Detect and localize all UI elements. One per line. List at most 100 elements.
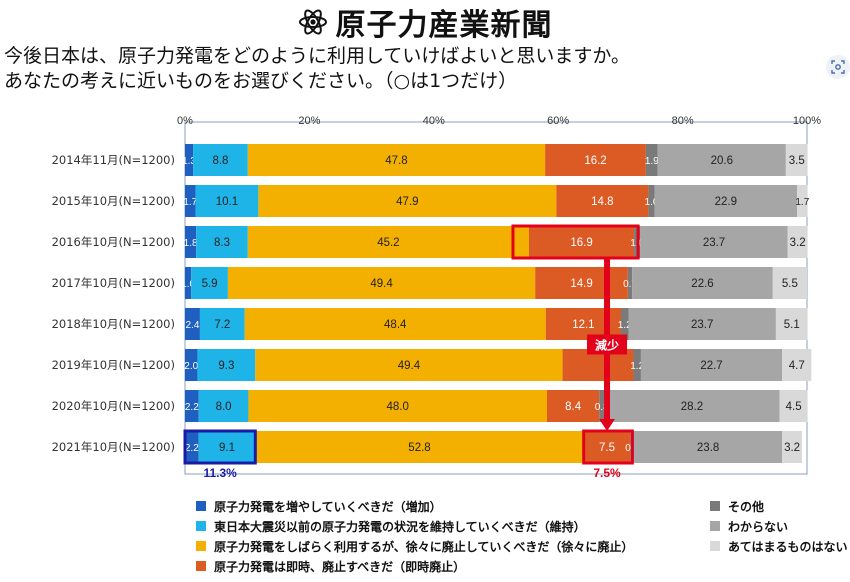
category-label: 2014年11月(N=1200): [52, 153, 175, 167]
data-label: 1.0: [645, 197, 659, 208]
data-label: 23.7: [703, 237, 725, 249]
x-tick-label: 0%: [177, 115, 193, 127]
bar-segment-other: [627, 267, 633, 299]
bar-segment-increase: [185, 185, 196, 217]
data-label: 16.9: [570, 237, 592, 249]
data-label: 48.0: [387, 401, 409, 413]
data-label: 12.1: [572, 319, 594, 331]
bar-segment-immediate: [535, 267, 628, 299]
data-label: 5.5: [782, 278, 798, 290]
lens-button[interactable]: [826, 55, 850, 79]
legend-label: わからない: [728, 519, 789, 534]
bar-segment-increase: [185, 226, 197, 258]
data-label: 28.2: [681, 401, 703, 413]
bar-segment-other: [621, 308, 629, 340]
question-text: 今後日本は、原子力発電をどのように利用していけばよいと思いますか。 あなたの考え…: [4, 44, 804, 94]
data-label: 2.2: [185, 443, 199, 454]
bar-segment-unknown: [640, 349, 783, 381]
data-label: 5.9: [202, 278, 218, 290]
decrease-arrow-head: [599, 419, 616, 431]
data-label: 16.2: [584, 155, 606, 167]
category-label: 2020年10月(N=1200): [52, 399, 175, 413]
stacked-bar-chart: 0% 20% 40% 60% 80% 100% 2014年11月(N=1200) 1.3 8.8…: [52, 115, 822, 478]
bar-segment-maintain: [199, 308, 245, 340]
legend-item-none: あてはまるものはない: [710, 536, 848, 556]
legend-label: 東日本大震災以前の原子力発電の状況を維持していくべきだ（維持）: [214, 519, 586, 534]
data-label: 1.2: [630, 361, 644, 372]
bar-segment-gradual: [255, 349, 563, 381]
data-label: 23.8: [697, 442, 719, 454]
question-line-1: 今後日本は、原子力発電をどのように利用していけばよいと思いますか。: [4, 45, 631, 67]
data-label: 7.2: [214, 319, 230, 331]
legend-label: 原子力発電をしばらく利用するが、徐々に廃止していくべきだ（徐々に廃止）: [214, 539, 634, 554]
bar-segment-gradual: [255, 431, 584, 463]
bar-segment-unknown: [632, 267, 773, 299]
legend-label: あてはまるものはない: [728, 539, 848, 554]
bar-segment-gradual: [258, 185, 557, 217]
bar-segment-gradual: [244, 308, 546, 340]
bar-segment-none: [787, 226, 808, 258]
bar-segment-gradual: [248, 390, 548, 422]
data-label: 47.8: [385, 155, 407, 167]
data-label: 2.2: [185, 402, 199, 413]
legend-swatch: [710, 521, 720, 531]
bar-segment-maintain: [195, 185, 259, 217]
x-tick-label: 60%: [547, 115, 569, 127]
data-label: 5.1: [784, 319, 800, 331]
lens-scan-icon: [831, 60, 845, 74]
sum-increase-maintain-label: 11.3%: [203, 466, 237, 478]
bar-segment-other: [645, 144, 658, 176]
bar-segment-gradual: [247, 226, 529, 258]
bar-segment-immediate: [547, 390, 600, 422]
bar-segment-immediate: [583, 431, 631, 463]
bar-segment-unknown: [634, 431, 783, 463]
data-label: 1.2: [618, 320, 632, 331]
data-label: 3.2: [790, 237, 806, 249]
x-tick-label: 20%: [298, 115, 320, 127]
data-label: 52.8: [408, 442, 430, 454]
data-label: 22.7: [700, 360, 722, 372]
bar-segment-none: [779, 390, 808, 422]
bar-segment-gradual: [227, 267, 536, 299]
data-label: 1.8: [184, 238, 198, 249]
legend-swatch: [196, 541, 206, 551]
question-line-2: あなたの考えに近いものをお選びください。（○は1つだけ）: [4, 70, 518, 92]
data-label: 1.3: [182, 156, 196, 167]
bar-segment-unknown: [604, 390, 780, 422]
legend-label: 原子力発電は即時、廃止すべきだ（即時廃止）: [214, 559, 466, 574]
bar-segment-increase: [185, 349, 198, 381]
legend-right: その他 わからない あてはまるものはない: [710, 496, 848, 556]
bar-segment-none: [775, 308, 808, 340]
x-tick-label: 40%: [423, 115, 445, 127]
bar-segment-other: [599, 390, 605, 422]
highlight-2016-immediate: [511, 224, 640, 260]
data-label: 23.7: [691, 319, 713, 331]
data-label: 14.8: [591, 196, 613, 208]
data-label: 48.4: [384, 319, 407, 331]
data-label: 1.0: [181, 279, 195, 290]
data-label: 7.5: [599, 442, 615, 454]
category-label: 2018年10月(N=1200): [52, 317, 175, 331]
bar-segment-immediate: [556, 185, 649, 217]
decrease-label-bg: [587, 334, 628, 355]
bar-segment-other: [648, 185, 655, 217]
logo-text: 原子力産業新聞: [335, 8, 553, 43]
data-label: 1.7: [795, 197, 809, 208]
highlight-2021-immediate: [582, 429, 634, 465]
bar-segment-gradual: [247, 144, 546, 176]
bar-segment-increase: [185, 390, 199, 422]
bar-segment-maintain: [197, 349, 256, 381]
bar-segment-increase: [185, 431, 199, 463]
legend-item-immediate: 原子力発電は即時、廃止すべきだ（即時廃止）: [196, 556, 633, 576]
category-label: 2015年10月(N=1200): [52, 194, 175, 208]
data-label: 0.7: [623, 279, 637, 290]
data-label: 1.7: [183, 197, 197, 208]
bar-segment-unknown: [657, 144, 786, 176]
data-label: 3.5: [789, 155, 805, 167]
data-label: 22.9: [715, 196, 737, 208]
bar-segment-none: [797, 185, 808, 217]
data-label: 45.2: [377, 237, 399, 249]
data-label: 49.4: [370, 278, 393, 290]
bar-segment-none: [782, 431, 803, 463]
data-label: 8.3: [214, 237, 230, 249]
